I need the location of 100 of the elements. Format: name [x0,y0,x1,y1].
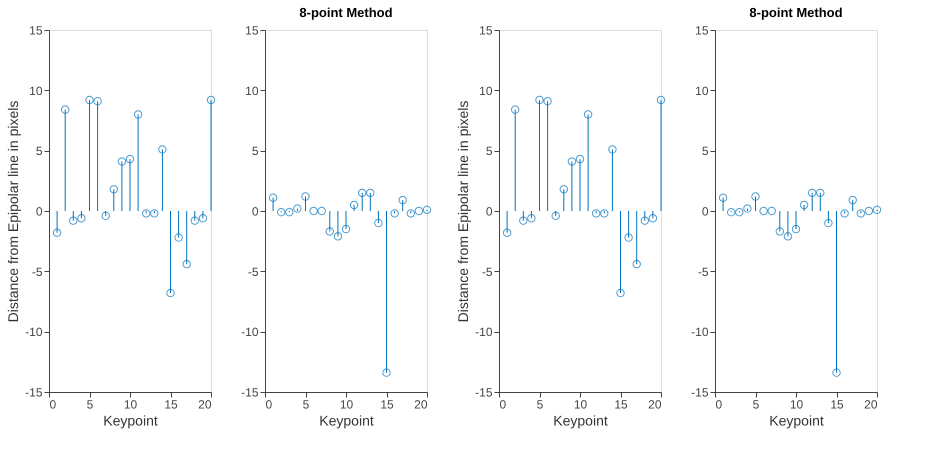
point [174,233,183,242]
x-tick-label: 10 [574,398,588,412]
point [101,212,110,220]
point [390,209,399,218]
point [751,192,760,201]
point [510,105,520,114]
y-tick-label: 10 [695,84,709,98]
y-axis-title: Distance from Epipolar line in pixels [5,100,22,322]
y-tick-label: 10 [479,84,493,98]
point [856,209,866,218]
y-tick-label: 10 [245,84,259,98]
point [832,368,841,377]
point [414,206,424,216]
y-tick-label: 15 [479,24,493,38]
point [110,185,118,194]
point [784,232,792,241]
point [350,200,358,210]
point [374,218,383,228]
point [334,232,342,241]
point [317,206,326,216]
y-tick-label: -5 [482,264,493,279]
y-axis-title: Distance from Epipolar line in pixels [455,100,472,322]
point [824,218,833,228]
y-tick-label: -5 [248,264,259,279]
point [502,228,512,237]
y-tick-label: 15 [245,24,259,38]
chart-title: 8-point Method [299,5,393,20]
point [276,208,286,216]
point [576,154,584,164]
point [85,96,94,104]
point [735,208,744,216]
point [358,188,366,198]
point [648,214,658,222]
point [301,192,310,201]
point [592,209,600,218]
point [519,216,528,225]
point [640,216,650,225]
point [206,96,216,104]
point [93,96,102,106]
point [600,209,609,218]
x-tick-label: 0 [716,398,722,412]
x-tick-label: 15 [164,398,178,412]
y-tick-label: 0 [252,204,259,218]
point [864,206,874,216]
y-tick-label: -15 [25,386,43,400]
x-tick-label: 5 [752,398,760,412]
point [584,110,592,119]
point [342,224,350,234]
y-tick-label: 5 [252,144,259,158]
x-tick-label: 15 [380,398,394,412]
point [840,209,849,218]
y-tick-label: -5 [32,264,43,279]
y-tick-label: -10 [691,325,709,340]
point [326,227,334,236]
point [268,194,278,202]
y-tick-label: -15 [241,386,259,400]
point [872,206,882,214]
x-tick-label: 0 [500,398,506,412]
y-tick-label: -10 [25,325,43,340]
point [535,96,544,104]
x-tick-label: 15 [614,398,628,412]
x-tick-label: 5 [302,398,310,412]
point [158,145,167,154]
y-tick-label: -10 [475,325,493,340]
x-tick-label: 10 [340,398,354,412]
point [624,233,633,242]
point [166,288,175,298]
point [632,260,641,268]
point [309,206,318,216]
point [759,206,768,216]
y-tick-label: -5 [698,264,709,279]
point [293,204,302,213]
point [808,188,816,198]
point [816,188,825,198]
point [382,368,391,377]
point [398,196,407,204]
point [800,200,808,210]
point [285,208,294,216]
point [118,157,126,166]
point [776,227,784,236]
y-tick-label: 0 [36,204,43,218]
point [608,145,617,154]
x-tick-label: 20 [648,398,662,412]
point [792,224,800,234]
x-axis-title: Keypoint [103,412,158,428]
point [616,288,625,298]
point [198,214,208,222]
point [60,105,70,114]
x-tick-label: 5 [86,398,94,412]
y-tick-label: -15 [691,386,709,400]
x-axis-title: Keypoint [769,412,824,428]
point [150,209,159,218]
point [422,206,432,214]
x-tick-label: 20 [864,398,878,412]
x-tick-label: 0 [266,398,272,412]
y-tick-label: 0 [702,204,709,218]
point [134,110,142,119]
point [126,154,134,164]
point [543,96,552,106]
y-tick-label: -10 [241,325,259,340]
